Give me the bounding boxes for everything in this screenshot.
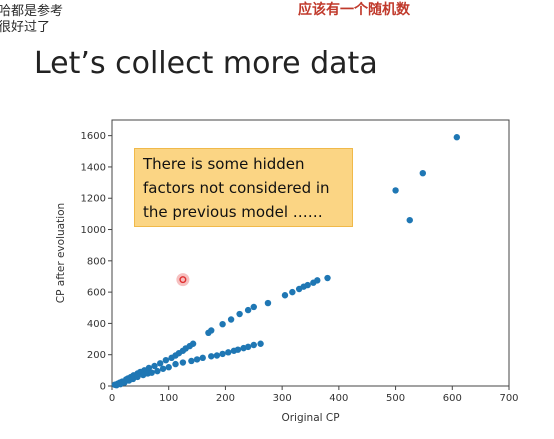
x-tick-label: 0 — [109, 393, 115, 404]
data-point — [281, 292, 289, 299]
y-axis-ticks: 0 200 400 600 800 1000 1200 1400 1600 — [81, 131, 112, 393]
data-point — [154, 367, 161, 375]
y-tick-label: 800 — [87, 256, 106, 267]
data-point — [159, 365, 167, 372]
data-point — [225, 349, 232, 356]
highlighted-point — [176, 273, 190, 287]
data-point — [264, 299, 272, 307]
x-tick-label: 500 — [386, 393, 405, 404]
data-point — [250, 303, 257, 311]
handwritten-note-left-2: 很好过了 — [0, 20, 51, 35]
y-tick-label: 1600 — [81, 131, 106, 142]
data-point — [165, 364, 172, 371]
data-point — [244, 306, 252, 314]
data-point — [157, 360, 164, 367]
y-tick-label: 1400 — [81, 162, 106, 173]
data-point — [188, 357, 195, 365]
data-point — [419, 170, 426, 177]
x-tick-label: 300 — [273, 393, 292, 404]
data-point — [134, 373, 141, 381]
red-annotation-note: 应该有一个随机数 — [298, 2, 410, 18]
data-point — [219, 320, 226, 328]
highlight-point-mark — [179, 276, 187, 284]
data-point — [162, 356, 170, 364]
y-tick-label: 600 — [87, 288, 106, 299]
data-point — [219, 350, 226, 358]
data-points — [111, 134, 461, 389]
x-tick-label: 600 — [443, 393, 462, 404]
data-point — [227, 316, 235, 323]
data-point — [234, 346, 242, 353]
handwritten-note-left-1: 哈都是参考 — [0, 4, 64, 19]
data-point — [179, 359, 187, 366]
data-point — [324, 274, 331, 282]
plot-area-frame — [111, 119, 510, 387]
data-point — [199, 354, 206, 362]
data-point — [406, 216, 413, 224]
x-axis-label: Original CP — [281, 412, 339, 424]
y-tick-label: 200 — [87, 350, 106, 361]
slide-title: Let’s collect more data — [34, 46, 378, 81]
y-tick-label: 400 — [87, 319, 106, 330]
y-tick-label: 1200 — [81, 194, 106, 205]
x-tick-label: 700 — [499, 393, 518, 404]
highlight-halo — [176, 273, 190, 287]
data-point — [193, 356, 201, 363]
x-tick-label: 200 — [216, 393, 235, 404]
data-point — [208, 327, 215, 334]
data-point — [257, 340, 264, 347]
data-point — [236, 310, 243, 318]
data-point — [453, 134, 461, 141]
data-point — [148, 369, 155, 376]
data-point — [244, 343, 252, 351]
callout-text: There is some hidden factors not conside… — [143, 155, 330, 221]
y-axis-label: CP after evoluation — [55, 203, 67, 303]
data-point — [208, 353, 215, 360]
x-tick-label: 400 — [329, 393, 348, 404]
data-point — [172, 360, 179, 368]
data-point — [304, 281, 311, 289]
data-point — [145, 364, 153, 372]
y-tick-label: 0 — [100, 382, 106, 393]
data-point — [314, 277, 321, 284]
y-tick-label: 1000 — [81, 225, 106, 236]
x-tick-label: 100 — [159, 393, 178, 404]
data-point — [289, 288, 296, 296]
x-axis-ticks: 0 100 200 300 400 500 600 700 — [109, 386, 519, 404]
callout-box: There is some hidden factors not conside… — [134, 148, 353, 227]
data-point — [213, 352, 221, 359]
data-point — [250, 341, 257, 349]
data-point — [392, 187, 399, 194]
data-point — [189, 340, 197, 347]
data-point — [151, 362, 158, 370]
